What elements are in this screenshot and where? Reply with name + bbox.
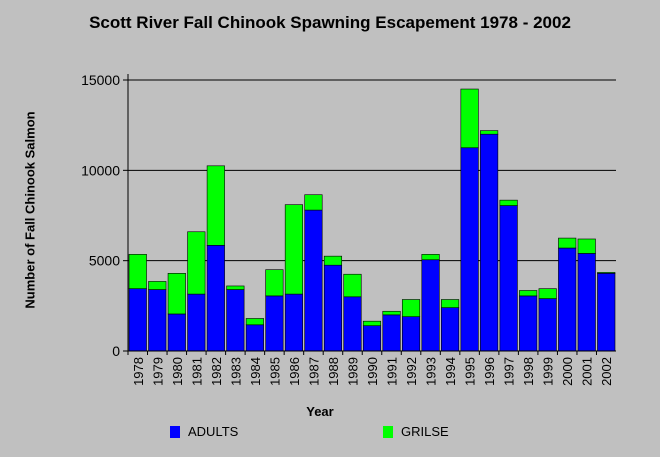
bar-adults-1993 (421, 259, 440, 352)
x-tick-label: 1993 (424, 357, 439, 386)
bar-adults-2001 (577, 253, 596, 352)
chart-title: Scott River Fall Chinook Spawning Escape… (89, 13, 571, 32)
bar-adults-1990 (362, 325, 382, 352)
bar-grilse-1983 (226, 285, 245, 290)
legend-swatch-adults (170, 425, 180, 438)
x-tick-label: 1978 (131, 357, 146, 386)
bar-adults-1978 (128, 288, 147, 352)
bar-grilse-1989 (343, 273, 362, 298)
bar-grilse-1986 (284, 204, 303, 295)
x-tick-label: 1979 (150, 357, 165, 386)
bar-adults-1985 (265, 295, 284, 352)
bar-grilse-2002 (597, 272, 616, 274)
bar-grilse-1985 (265, 269, 284, 297)
x-axis-label: Year (306, 404, 334, 419)
bar-adults-1992 (401, 316, 421, 352)
y-tick-label: 5000 (89, 253, 120, 269)
bar-adults-1986 (284, 293, 303, 352)
bar-grilse-1998 (519, 290, 538, 297)
legend-label-grilse: GRILSE (401, 424, 449, 439)
bar-grilse-1979 (148, 281, 167, 290)
y-tick-label: 10000 (81, 162, 120, 178)
bar-adults-1998 (519, 295, 538, 352)
bar-grilse-1984 (245, 318, 264, 326)
bar-adults-1995 (460, 147, 479, 352)
bar-adults-1997 (499, 205, 518, 352)
bar-adults-1991 (382, 314, 401, 352)
x-tick-label: 1980 (170, 357, 185, 386)
bar-grilse-1980 (167, 273, 186, 315)
bar-grilse-1991 (382, 310, 401, 316)
bar-adults-1988 (323, 264, 343, 352)
x-tick-label: 1985 (267, 357, 282, 386)
x-tick-label: 1999 (541, 357, 556, 386)
legend-label-adults: ADULTS (188, 424, 239, 439)
legend-item-grilse: GRILSE (383, 424, 449, 439)
x-tick-label: 1986 (287, 357, 302, 386)
y-tick-label: 0 (112, 343, 120, 359)
bar-adults-1987 (304, 209, 323, 352)
bar-grilse-1992 (401, 299, 421, 317)
bar-adults-1996 (480, 133, 499, 352)
y-tick-label: 15000 (81, 72, 120, 88)
x-tick-label: 1984 (248, 357, 263, 386)
bar-grilse-1981 (187, 231, 206, 295)
x-tick-label: 1995 (463, 357, 478, 386)
bar-adults-1979 (148, 289, 167, 352)
x-tick-label: 2000 (560, 357, 575, 386)
x-tick-label: 2001 (580, 357, 595, 386)
bar-adults-1984 (245, 324, 264, 352)
bar-grilse-2001 (577, 238, 596, 254)
bar-grilse-1993 (421, 254, 440, 261)
x-tick-label: 2002 (599, 357, 614, 386)
bar-grilse-1988 (323, 255, 343, 266)
x-tick-label: 1998 (521, 357, 536, 386)
bar-adults-1982 (206, 245, 225, 352)
bar-adults-2002 (597, 273, 616, 352)
x-tick-label: 1981 (189, 357, 204, 386)
x-tick-label: 1990 (365, 357, 380, 386)
legend-swatch-grilse (383, 425, 393, 438)
bar-grilse-1990 (362, 320, 382, 327)
bar-grilse-2000 (558, 237, 577, 249)
bar-grilse-1997 (499, 199, 518, 206)
bar-adults-1983 (226, 289, 245, 352)
bar-grilse-1994 (441, 299, 460, 308)
x-tick-label: 1997 (502, 357, 517, 386)
x-tick-label: 1987 (306, 357, 321, 386)
legend-item-adults: ADULTS (170, 424, 238, 439)
bar-adults-1981 (187, 293, 206, 352)
bar-adults-1980 (167, 313, 186, 352)
x-tick-label: 1992 (404, 357, 419, 386)
bar-adults-1994 (441, 307, 460, 352)
x-tick-label: 1983 (228, 357, 243, 386)
x-tick-label: 1996 (482, 357, 497, 386)
x-tick-label: 1994 (443, 357, 458, 386)
x-tick-label: 1989 (345, 357, 360, 386)
bar-adults-1999 (538, 298, 557, 352)
x-tick-label: 1988 (326, 357, 341, 386)
bar-grilse-1987 (304, 194, 323, 211)
bar-grilse-1995 (460, 88, 479, 149)
x-tick-label: 1991 (385, 357, 400, 386)
bar-adults-2000 (558, 247, 577, 352)
bar-adults-1989 (343, 296, 362, 352)
bar-grilse-1999 (538, 288, 557, 299)
bar-grilse-1982 (206, 165, 225, 246)
x-tick-label: 1982 (209, 357, 224, 386)
bar-grilse-1996 (480, 130, 499, 135)
bar-grilse-1978 (128, 254, 147, 289)
